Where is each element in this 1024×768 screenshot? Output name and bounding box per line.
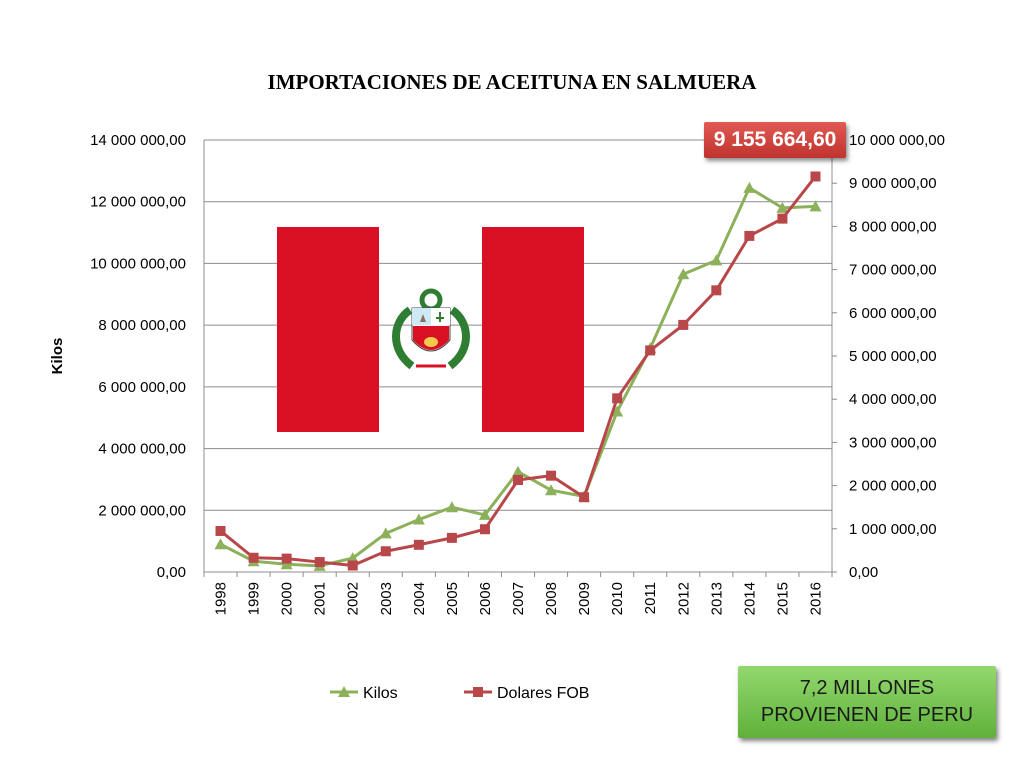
legend-item-kilos: Kilos — [330, 685, 398, 702]
legend-item-dolares: Dolares FOB — [464, 685, 589, 702]
right-tick-label: 5 000 000,00 — [849, 348, 937, 365]
kilos-point — [512, 465, 524, 477]
legend-label: Dolares FOB — [497, 685, 589, 702]
x-tick-label: 2000 — [279, 582, 296, 615]
x-axis-ticks: 1998 1999 2000 2001 2002 2003 2004 2005 2006 2007… — [203, 572, 833, 615]
dolares-point — [810, 171, 821, 182]
dolares-point — [513, 474, 523, 485]
left-tick-label: 12 000 000,00 — [90, 194, 186, 211]
right-tick-label: 7 000 000,00 — [849, 262, 937, 279]
left-tick-label: 2 000 000,00 — [98, 502, 186, 519]
dolares-point — [413, 539, 424, 550]
dolares-point — [744, 230, 755, 241]
dolares-point — [479, 524, 490, 535]
legend-label: Kilos — [363, 685, 398, 702]
kilos-point — [280, 558, 293, 570]
coat-of-arms-icon — [392, 288, 470, 370]
peru-share-line2: PROVIENEN DE PERU — [760, 704, 974, 726]
right-tick-label: 6 000 000,00 — [849, 305, 937, 322]
dolares-point — [473, 687, 483, 697]
left-tick-label: 8 000 000,00 — [98, 317, 186, 334]
dolares-point — [215, 525, 226, 536]
flag-left-stripe — [277, 227, 379, 432]
kilos-point — [677, 268, 690, 280]
x-tick-label: 2007 — [510, 582, 527, 615]
x-tick-label: 2011 — [642, 582, 659, 614]
kilos-point — [478, 508, 491, 520]
right-tick-label: 4 000 000,00 — [849, 391, 937, 408]
kilos-point — [346, 552, 359, 564]
right-tick-label: 10 000 000,00 — [849, 132, 945, 149]
total-value-callout: 9 155 664,60 — [704, 122, 846, 158]
kilos-point — [776, 201, 789, 213]
x-tick-label: 2016 — [807, 582, 824, 615]
peru-share-callout: 7,2 MILLONES PROVIENEN DE PERU — [738, 666, 996, 738]
dolares-point — [281, 553, 292, 564]
kilos-point — [338, 686, 350, 697]
right-tick-label: 9 000 000,00 — [849, 175, 937, 192]
dolares-point — [612, 393, 623, 404]
legend: Kilos Dolares FOB — [330, 685, 589, 702]
x-tick-label: 2012 — [675, 582, 692, 615]
x-tick-label: 2010 — [609, 582, 626, 615]
right-tick-label: 3 000 000,00 — [849, 434, 937, 451]
x-tick-label: 2004 — [411, 582, 428, 615]
flag-right-stripe — [482, 227, 584, 432]
x-tick-label: 2015 — [774, 582, 791, 615]
chart-title: IMPORTACIONES DE ACEITUNA EN SALMUERA — [268, 70, 758, 94]
dolares-point — [579, 492, 590, 503]
y-axis-label: Kilos — [49, 338, 66, 375]
left-tick-label: 4 000 000,00 — [98, 441, 186, 458]
x-tick-label: 1999 — [246, 582, 263, 615]
left-tick-label: 0,00 — [157, 564, 186, 581]
peru-flag-image — [277, 227, 584, 432]
right-tick-label: 2 000 000,00 — [849, 478, 937, 495]
x-tick-label: 2008 — [543, 582, 560, 615]
kilos-point — [545, 484, 558, 496]
dolares-point — [777, 213, 788, 224]
x-tick-label: 2003 — [378, 582, 395, 615]
series-layer — [214, 171, 822, 571]
kilos-point — [214, 538, 227, 550]
dolares-point — [380, 546, 391, 557]
x-tick-label: 2014 — [741, 582, 758, 615]
left-axis-ticks: 0,00 2 000 000,00 4 000 000,00 6 000 000,00… — [90, 132, 186, 581]
kilos-point — [412, 513, 425, 525]
x-tick-label: 2013 — [708, 582, 725, 615]
left-tick-label: 6 000 000,00 — [98, 379, 186, 396]
right-axis-ticks: 0,00 1 000 000,00 2 000 000,00 3 000 000,00… — [832, 132, 945, 581]
dolares-point — [678, 319, 689, 330]
peru-share-line1: 7,2 MILLONES — [799, 677, 935, 699]
x-tick-label: 2009 — [576, 582, 593, 615]
left-tick-label: 10 000 000,00 — [90, 255, 186, 272]
dolares-point — [546, 470, 557, 481]
dolares-point — [645, 345, 656, 356]
kilos-point — [445, 501, 458, 513]
dolares-point — [248, 552, 259, 563]
x-tick-label: 2002 — [345, 582, 362, 615]
dolares-series — [215, 171, 821, 571]
dolares-point — [314, 557, 325, 568]
right-tick-label: 0,00 — [849, 564, 878, 581]
dolares-point — [446, 532, 457, 543]
kilos-point — [710, 254, 723, 266]
kilos-point — [809, 200, 822, 212]
kilos-point — [379, 527, 392, 539]
right-tick-label: 1 000 000,00 — [849, 521, 937, 538]
right-tick-label: 8 000 000,00 — [849, 218, 937, 235]
x-tick-label: 2005 — [444, 582, 461, 615]
kilos-point — [743, 181, 756, 193]
x-tick-label: 2006 — [477, 582, 494, 615]
x-tick-label: 1998 — [213, 582, 230, 615]
dolares-point — [711, 285, 722, 296]
x-tick-label: 2001 — [312, 582, 329, 615]
dolares-point — [347, 560, 358, 571]
kilos-point — [611, 405, 624, 417]
left-tick-label: 14 000 000,00 — [90, 132, 186, 149]
